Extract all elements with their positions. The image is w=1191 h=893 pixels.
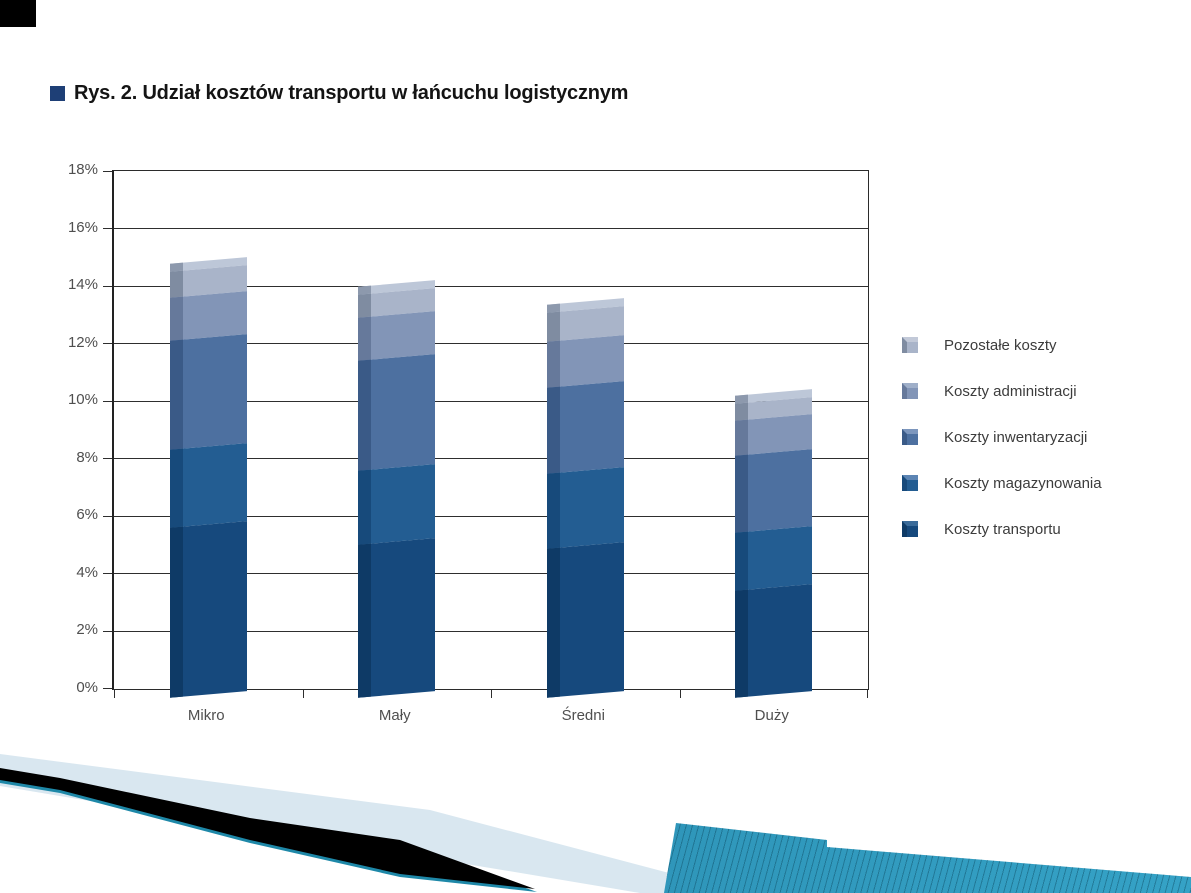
y-axis-tick bbox=[103, 400, 112, 402]
gridline bbox=[114, 515, 868, 517]
x-axis-tick bbox=[867, 690, 868, 698]
x-axis-category-label: Duży bbox=[754, 707, 789, 724]
x-axis-tick bbox=[680, 690, 681, 698]
stacked-bar-mały bbox=[358, 280, 435, 698]
bar-segment bbox=[170, 521, 247, 698]
stacked-bar-mikro bbox=[170, 257, 247, 698]
legend-item: Koszty administracji bbox=[902, 368, 1102, 414]
legend-cube-icon bbox=[902, 475, 918, 491]
y-axis-tick bbox=[103, 688, 112, 689]
legend-cube-icon bbox=[902, 429, 918, 445]
legend-item: Pozostałe koszty bbox=[902, 322, 1102, 368]
corner-decoration bbox=[0, 0, 36, 27]
bar-segment bbox=[358, 463, 435, 546]
bar-segment bbox=[358, 311, 435, 362]
x-axis-category-label: Mikro bbox=[187, 707, 225, 724]
gridline bbox=[114, 458, 868, 460]
legend-cube-icon bbox=[902, 383, 918, 399]
bar-segment bbox=[170, 443, 247, 529]
bar-segment bbox=[358, 354, 435, 471]
y-axis-tick bbox=[103, 458, 112, 460]
legend-cube-icon bbox=[902, 337, 918, 353]
x-axis-tick bbox=[114, 690, 115, 698]
legend-item-label: Koszty administracji bbox=[944, 382, 1077, 400]
y-axis-tick bbox=[103, 228, 112, 230]
y-axis-tick bbox=[103, 171, 112, 172]
gridline bbox=[114, 343, 868, 345]
y-axis-tick-label: 0% bbox=[76, 679, 98, 696]
y-axis-tick-label: 8% bbox=[76, 448, 98, 466]
y-axis-tick bbox=[103, 573, 112, 575]
y-axis-tick-label: 10% bbox=[67, 391, 98, 409]
y-axis-tick-label: 16% bbox=[67, 218, 98, 236]
x-axis-tick bbox=[491, 690, 492, 698]
bar-segment bbox=[170, 334, 247, 451]
y-axis-tick-label: 2% bbox=[76, 621, 98, 639]
bar-segment bbox=[547, 541, 624, 698]
y-axis-tick-label: 4% bbox=[76, 563, 98, 581]
y-axis-tick-label: 6% bbox=[76, 506, 98, 524]
y-axis-tick bbox=[103, 630, 112, 632]
plot-area bbox=[103, 170, 869, 698]
gridline bbox=[114, 630, 868, 632]
bar-segment bbox=[735, 584, 812, 698]
bar-segment bbox=[735, 526, 812, 592]
bar-segment bbox=[735, 449, 812, 534]
figure-title: Rys. 2. Udział kosztów transportu w łańc… bbox=[74, 82, 629, 104]
legend-item: Koszty magazynowania bbox=[902, 460, 1102, 506]
chart-legend: Pozostałe koszty Koszty administracji Kosz… bbox=[902, 322, 1102, 552]
bar-segment bbox=[547, 380, 624, 474]
gridline bbox=[114, 573, 868, 575]
x-axis-category-label: Mały bbox=[378, 707, 411, 724]
bar-segment bbox=[547, 334, 624, 388]
bar-segment bbox=[547, 466, 624, 549]
legend-item-label: Pozostałe koszty bbox=[944, 336, 1057, 354]
x-axis-category-label: Średni bbox=[561, 707, 605, 724]
y-axis-tick-label: 14% bbox=[67, 276, 98, 294]
stacked-bar-średni bbox=[547, 297, 624, 698]
title-bullet-icon bbox=[50, 86, 65, 101]
legend-item-label: Koszty transportu bbox=[944, 520, 1061, 538]
legend-cube-icon bbox=[902, 521, 918, 537]
legend-item-label: Koszty inwentaryzacji bbox=[944, 428, 1088, 446]
y-axis-tick bbox=[103, 343, 112, 345]
y-axis-tick bbox=[103, 285, 112, 287]
bar-segment bbox=[358, 538, 435, 698]
x-axis-tick bbox=[303, 690, 304, 698]
legend-item: Koszty transportu bbox=[902, 506, 1102, 552]
bar-segment bbox=[170, 291, 247, 341]
stacked-bar-duży bbox=[735, 389, 812, 698]
y-axis-tick bbox=[103, 515, 112, 517]
legend-item-label: Koszty magazynowania bbox=[944, 474, 1102, 492]
legend-item: Koszty inwentaryzacji bbox=[902, 414, 1102, 460]
y-axis-tick-label: 18% bbox=[67, 161, 98, 178]
gridline bbox=[114, 285, 868, 287]
y-axis-tick-label: 12% bbox=[67, 333, 98, 351]
gridline bbox=[114, 228, 868, 230]
figure-title-row: Rys. 2. Udział kosztów transportu w łańc… bbox=[50, 82, 628, 105]
gridline bbox=[114, 400, 868, 402]
